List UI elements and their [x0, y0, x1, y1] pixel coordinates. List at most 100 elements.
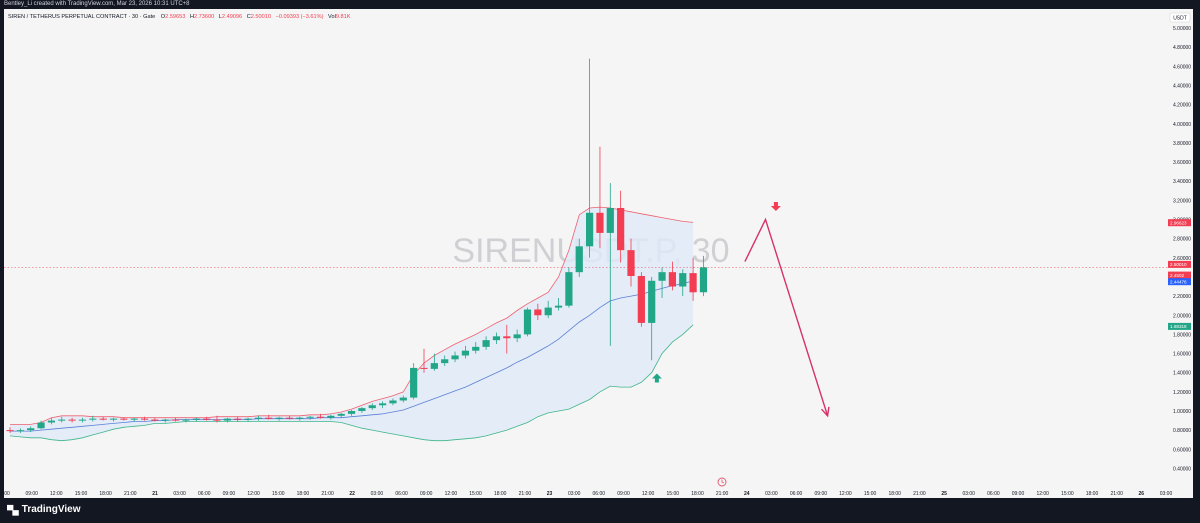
candle-body	[234, 418, 242, 420]
candle-body	[441, 359, 449, 364]
candles-layer	[6, 58, 708, 434]
replay-clock-icon[interactable]	[717, 477, 727, 487]
time-tick-label: 23	[547, 491, 553, 497]
candle	[347, 410, 356, 416]
time-tick-label: 18:00	[494, 491, 507, 497]
candle	[482, 336, 490, 350]
price-tick-label: 4.80000	[1173, 45, 1191, 51]
price-tick-label: 1.80000	[1173, 332, 1191, 338]
down-arrow-icon	[770, 202, 781, 212]
candle-body	[285, 417, 294, 419]
time-tick-label: 15:00	[1061, 491, 1074, 497]
candle-body	[523, 309, 532, 335]
candle-body	[192, 418, 200, 420]
time-tick-label: 12:00	[50, 491, 63, 497]
candle-body	[47, 420, 55, 423]
legend-symbol: SIREN / TETHERUS PERPETUAL CONTRACT · 30…	[8, 14, 155, 20]
candle-body	[637, 275, 645, 323]
candle-body	[130, 418, 138, 420]
candle	[544, 300, 552, 319]
candle	[151, 417, 159, 422]
time-tick-label: 21:00	[519, 491, 532, 497]
candle-body	[472, 346, 480, 351]
candle	[172, 417, 180, 422]
candle	[140, 416, 149, 421]
candle-body	[513, 334, 521, 339]
candle	[296, 416, 304, 421]
price-tick-label: 1.00000	[1173, 409, 1191, 415]
candle-body	[161, 419, 169, 421]
candle	[37, 420, 45, 430]
candle-body	[120, 418, 128, 420]
tradingview-logo[interactable]: ▀▄ TradingView	[7, 504, 81, 515]
price-tick-label: 5.00000	[1173, 26, 1191, 32]
candle	[244, 417, 252, 422]
time-tick-label: 00	[4, 491, 10, 497]
time-tick-label: 21:00	[1110, 491, 1123, 497]
candle-body	[244, 418, 252, 420]
price-tag-label: 2.96623	[1170, 221, 1187, 226]
candle	[596, 146, 604, 249]
candle	[689, 257, 697, 301]
candle-body	[306, 416, 314, 418]
candle-body	[203, 418, 211, 420]
candle-body	[410, 367, 418, 398]
candle-body	[658, 272, 666, 281]
time-tick-label: 24	[744, 491, 750, 497]
price-tag-bg	[1168, 219, 1191, 227]
price-tags: 2.96623 2.50010 2.4502 2.44476 1.88318	[1168, 219, 1191, 330]
candle	[606, 183, 614, 346]
candle	[27, 426, 35, 433]
candle	[679, 269, 687, 297]
candle	[430, 353, 438, 371]
legend-change: −0.09393 (−3.61%)	[276, 14, 324, 20]
price-tag: 2.4502	[1168, 271, 1191, 279]
candle-body	[679, 273, 687, 287]
candle-body	[586, 212, 594, 247]
legend-vol-label: Vol	[328, 14, 336, 20]
projection-arrowhead	[820, 406, 830, 418]
price-tick-label: 1.40000	[1173, 371, 1191, 377]
price-tick-label: 0.40000	[1173, 466, 1191, 472]
price-tick-label: 4.60000	[1173, 64, 1191, 70]
candle	[451, 351, 459, 363]
candlestick-chart[interactable]: SIREN / TETHERUS PERPETUAL CONTRACT · 30…	[4, 9, 1193, 498]
time-tick-label: 03:00	[568, 491, 581, 497]
candle	[234, 416, 242, 422]
candle	[192, 417, 200, 422]
annotations-layer	[651, 202, 830, 418]
legend-vol-value: 9.81K	[336, 14, 351, 20]
candle	[223, 417, 231, 423]
candle	[109, 417, 118, 422]
time-tick-label: 26	[1139, 491, 1145, 497]
candle	[89, 415, 97, 422]
price-tick-label: 4.20000	[1173, 103, 1191, 109]
candle	[275, 416, 283, 421]
candle	[503, 324, 511, 354]
candle-body	[461, 350, 469, 356]
time-tick-label: 21:00	[321, 491, 334, 497]
time-tick-label: 09:00	[1012, 491, 1025, 497]
candle	[648, 276, 656, 361]
bollinger-upper-line	[10, 206, 694, 425]
candle-body	[554, 305, 563, 308]
candle	[389, 398, 397, 406]
candle-body	[109, 418, 118, 420]
candle	[306, 415, 314, 420]
time-tick-label: 15:00	[272, 491, 285, 497]
time-tick-label: 09:00	[617, 491, 630, 497]
price-tag-label: 2.44476	[1170, 280, 1187, 285]
candle-body	[534, 309, 542, 316]
time-tick-label: 03:00	[173, 491, 186, 497]
candle-body	[699, 267, 708, 293]
candle	[399, 395, 407, 403]
price-tick-label: 3.80000	[1173, 141, 1191, 147]
time-tick-label: 09:00	[815, 491, 828, 497]
currency-button[interactable]	[1169, 12, 1191, 23]
up-arrow-icon	[651, 373, 662, 383]
chart-panel[interactable]: SIREN / TETHERUS PERPETUAL CONTRACT · 30…	[4, 9, 1193, 498]
time-tick-label: 06:00	[790, 491, 803, 497]
candle-body	[492, 336, 501, 341]
candle-body	[327, 415, 335, 418]
